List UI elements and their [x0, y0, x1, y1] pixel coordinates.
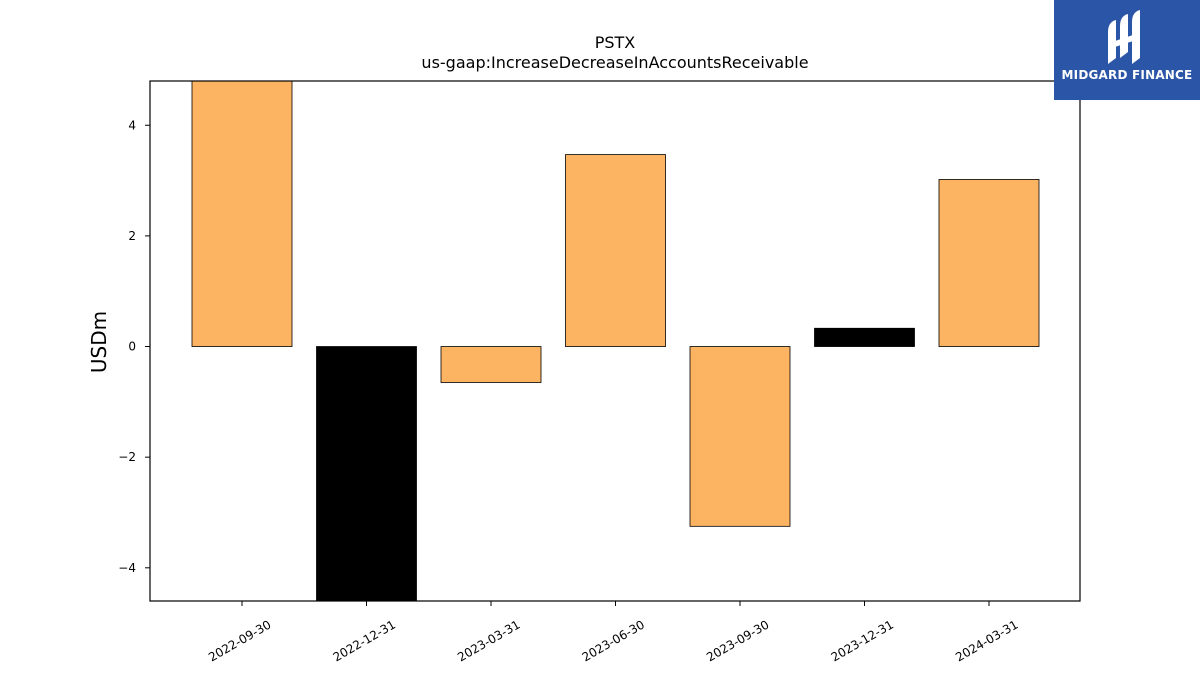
bars-group: [191, 80, 1040, 602]
brand-logo: MIDGARD FINANCE: [1054, 0, 1200, 100]
y-tick-label: 2: [128, 229, 136, 243]
y-tick-label: −4: [118, 561, 136, 575]
bar-2023-12-31: [814, 327, 915, 347]
y-tick-label: 0: [128, 340, 136, 354]
x-tick-label: 2023-09-30: [704, 617, 771, 664]
bar-2023-03-31: [440, 346, 542, 383]
chart-title: PSTX: [595, 33, 636, 52]
x-axis-ticks: 2022-09-30 2022-12-31 2023-03-31 2023-06-30…: [206, 601, 1021, 664]
bar-2024-03-31: [938, 179, 1040, 347]
x-tick-label: 2022-09-30: [206, 617, 273, 664]
bar-2022-12-31: [316, 346, 417, 602]
chart-subtitle: us-gaap:IncreaseDecreaseInAccountsReceiv…: [421, 53, 808, 72]
x-tick-label: 2024-03-31: [953, 617, 1020, 664]
x-tick-label: 2023-06-30: [580, 617, 647, 664]
logo-text: MIDGARD FINANCE: [1061, 68, 1193, 82]
y-tick-label: −2: [118, 450, 136, 464]
y-tick-label: 4: [128, 118, 136, 132]
bar-2022-09-30: [191, 80, 293, 347]
x-tick-label: 2023-12-31: [829, 617, 896, 664]
bar-2023-06-30: [565, 154, 666, 347]
midgard-logo-icon: [1108, 10, 1140, 64]
bar-2023-09-30: [689, 346, 791, 527]
y-axis-label: USDm: [87, 311, 111, 373]
plot-frame: [149, 80, 1081, 602]
x-tick-label: 2023-03-31: [455, 617, 522, 664]
y-axis-ticks: −4 −2 0 2 4: [118, 118, 150, 575]
x-tick-label: 2022-12-31: [331, 617, 398, 664]
